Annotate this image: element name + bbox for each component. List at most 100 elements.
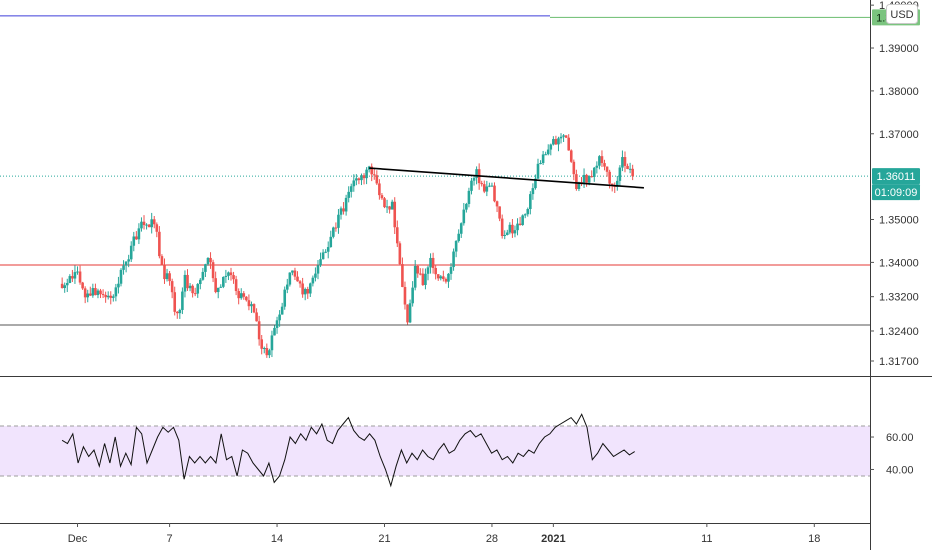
candle [546,144,550,156]
candle [196,282,200,298]
candle [459,222,463,238]
candle [140,217,143,232]
candle [585,173,588,187]
candle-body [362,175,366,179]
candle [296,271,299,282]
price-tick-label: 1.39000 [879,43,919,55]
candle [255,308,258,322]
trend-line[interactable] [369,167,644,189]
candle-body [554,139,558,145]
drawings-layer[interactable] [0,15,870,326]
candle-body [587,176,591,183]
candle-body [595,165,599,168]
candle-body [227,272,230,276]
candle [598,155,601,170]
candle-body [229,272,233,276]
price-tick-label: 1.38000 [879,86,919,98]
candle-body [329,236,333,248]
candle [495,200,499,213]
candle-body [222,276,225,287]
candle-body [403,286,407,305]
candle-body [193,293,197,295]
candle [419,268,422,276]
candle [76,266,79,275]
candle-body [598,156,601,166]
candle-body [582,174,586,184]
candle-body [178,309,182,314]
candle-body [83,288,87,298]
candle [291,270,294,276]
candle-body [544,154,547,156]
candle [65,278,69,293]
countdown-tag: 01:09:09 [872,184,920,201]
candle-body [472,177,476,181]
candle [467,187,471,208]
candle-body [506,232,509,235]
candle-body [65,283,69,286]
candle-body [334,227,338,229]
candle-body [188,285,192,289]
candle [63,282,67,293]
candle-body [419,273,422,275]
candle [390,199,394,210]
candle [518,216,522,226]
candle [219,284,223,288]
candle-body [513,230,517,234]
candle-body [567,137,570,151]
currency-button[interactable]: USD [886,4,918,24]
candle-body [439,276,443,279]
candle-body [163,264,166,280]
candle-body [546,149,550,155]
candle [132,231,136,252]
candle-body [577,182,581,190]
candle-body [209,257,212,263]
candle [357,177,361,185]
candle-body [204,264,207,272]
candle [544,151,547,156]
candle-body [447,273,450,282]
candle [623,151,627,173]
candle-body [122,265,125,270]
candle [175,311,179,319]
candle [411,281,414,307]
candle-body [564,135,568,138]
candle-body [526,209,530,215]
candle [582,168,586,188]
candle-body [81,282,84,289]
trend-layer[interactable] [369,167,644,189]
candle [147,223,151,228]
candle-body [585,174,588,183]
candle [490,182,494,187]
candle [408,299,412,324]
candle [81,281,84,290]
candle [403,281,407,310]
price-pane[interactable] [0,0,870,376]
candle-body [559,136,563,139]
candle [549,143,553,156]
candle [616,175,619,191]
price-axis[interactable]: 1.400001.390001.380001.370001.350001.340… [870,0,919,368]
candle-body [119,269,123,284]
candle-body [536,163,540,179]
candle-body [434,267,437,275]
candle [142,215,146,230]
candle [117,276,120,294]
candle-body [270,335,274,351]
last-price-tag-text: 1.36011 [877,171,916,183]
candle-body [73,272,77,279]
candle-body [342,208,345,212]
candle-body [88,293,92,296]
candle [388,205,391,214]
candle-body [219,286,223,288]
candle [91,283,95,298]
candle-body [549,144,553,150]
price-tick-label: 1.37000 [879,129,919,141]
candle-body [385,206,389,208]
candle [168,270,171,286]
candle-body [273,327,276,336]
candle-body [462,209,466,224]
price-tick-label: 1.35000 [879,215,919,227]
time-axis[interactable]: Dec 7 14 21 28 2021 11 18 [68,523,821,545]
candle-body [380,195,384,199]
